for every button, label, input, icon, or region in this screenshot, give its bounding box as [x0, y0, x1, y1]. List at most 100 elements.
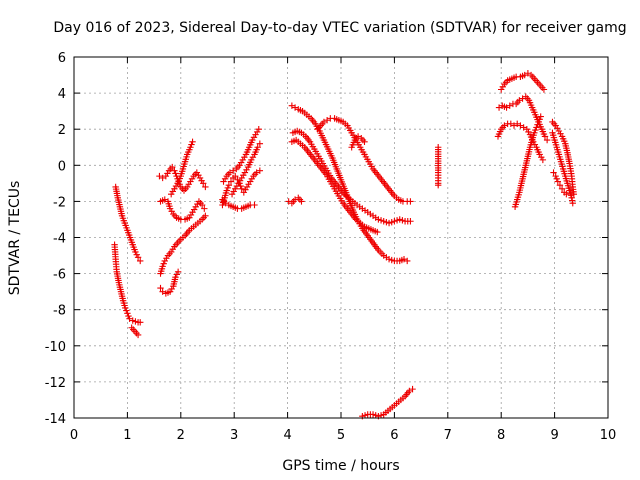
x-tick-label: 4 [283, 428, 291, 443]
data-point [320, 118, 328, 126]
data-point-fill [532, 126, 539, 134]
data-point [288, 102, 296, 109]
y-tick-labels: -14 -12 -10 -8 -6 -4 -2 0 2 4 6 [45, 51, 66, 427]
x-tick-label: 5 [337, 428, 345, 443]
data-point [291, 104, 299, 111]
data-point [520, 124, 527, 131]
data-point [137, 319, 144, 326]
data-point-fill [188, 141, 195, 148]
data-point [323, 116, 331, 124]
data-point [514, 120, 521, 127]
data-point [539, 156, 547, 164]
data-point [570, 190, 578, 198]
data-point [406, 387, 413, 395]
data-point [222, 200, 229, 207]
data-point [232, 172, 239, 180]
data-point [202, 183, 209, 191]
y-tick-label: -12 [45, 376, 66, 391]
data-point-fill [125, 312, 132, 320]
x-tick-label: 10 [600, 428, 617, 443]
data-point [407, 198, 414, 205]
data-point [552, 172, 559, 180]
data-point [503, 104, 510, 111]
data-point [540, 86, 548, 93]
data-point [409, 385, 416, 393]
data-point [169, 163, 176, 171]
data-point [187, 144, 194, 151]
y-tick-label: -10 [45, 340, 66, 355]
data-point-fill [172, 170, 179, 177]
data-point [298, 198, 305, 205]
data-point [554, 178, 562, 185]
axis-ticks [73, 56, 609, 419]
data-point [159, 288, 166, 295]
data-point [159, 174, 166, 182]
data-point-fill [123, 307, 130, 314]
y-tick-label: -6 [53, 268, 66, 283]
x-tick-label: 8 [497, 428, 505, 443]
data-point [543, 136, 551, 144]
y-tick-label: 2 [58, 123, 66, 138]
data-point-fill [173, 271, 180, 278]
data-point [200, 180, 207, 187]
data-point [122, 304, 129, 312]
data-point [256, 167, 264, 174]
data-point-fill [553, 175, 560, 183]
data-point [537, 113, 544, 120]
y-tick-label: 4 [58, 87, 66, 102]
data-point-fill [534, 121, 541, 128]
x-tick-label: 9 [550, 428, 558, 443]
data-point [159, 263, 166, 270]
data-point [229, 167, 237, 174]
data-point [558, 185, 566, 192]
y-tick-label: -2 [53, 195, 66, 210]
data-point [137, 257, 144, 265]
data-point [524, 70, 532, 77]
data-point [254, 144, 261, 151]
data-point [556, 181, 564, 189]
data-point [516, 97, 523, 104]
y-tick-label: -8 [53, 304, 66, 319]
data-point [172, 274, 179, 281]
data-point [495, 104, 503, 111]
grid-lines [74, 57, 608, 418]
y-axis-label: SDTVAR / TECUs [7, 181, 23, 296]
data-point [157, 284, 164, 292]
data-point [531, 129, 538, 137]
data-point [354, 133, 362, 140]
data-point [404, 257, 411, 265]
chart-title: Day 016 of 2023, Sidereal Day-to-day VTE… [53, 20, 626, 36]
data-point [223, 187, 230, 194]
data-point-fill [536, 116, 543, 123]
data-point [434, 181, 442, 189]
x-tick-labels: 0 1 2 3 4 5 6 7 8 9 10 [70, 428, 616, 443]
x-tick-label: 0 [70, 428, 78, 443]
data-point [400, 255, 408, 263]
data-point [255, 126, 262, 133]
data-point [533, 124, 540, 131]
data-point [361, 138, 368, 146]
x-tick-label: 7 [444, 428, 452, 443]
data-point [126, 315, 133, 322]
data-point [374, 228, 381, 236]
data-point [506, 102, 513, 109]
x-tick-label: 3 [230, 428, 238, 443]
data-point [227, 178, 235, 185]
data-point [124, 310, 131, 317]
data-point [171, 167, 178, 174]
data-point [550, 169, 557, 176]
y-tick-label: 6 [58, 51, 66, 66]
data-point [132, 248, 139, 256]
data-point-fill [160, 260, 167, 267]
data-point [569, 200, 576, 207]
data-point [535, 118, 542, 126]
data-point [407, 218, 414, 225]
data-point [517, 122, 524, 129]
x-tick-label: 1 [123, 428, 131, 443]
data-point [189, 138, 196, 146]
data-point [156, 172, 163, 180]
data-point [225, 181, 233, 189]
data-point [134, 331, 142, 339]
data-point [253, 169, 260, 176]
